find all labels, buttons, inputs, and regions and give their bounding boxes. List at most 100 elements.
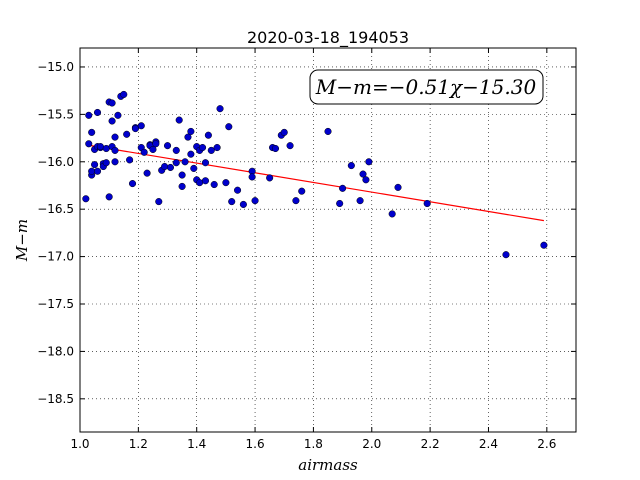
x-tick-label: 2.2 bbox=[421, 437, 440, 451]
annotation-box bbox=[309, 69, 544, 105]
data-point bbox=[198, 144, 207, 152]
data-point bbox=[187, 150, 195, 158]
data-point bbox=[204, 131, 212, 139]
x-tick-label: 1.4 bbox=[187, 437, 206, 451]
x-tick-label: 1.2 bbox=[129, 437, 148, 451]
data-point bbox=[502, 251, 510, 259]
data-point bbox=[85, 140, 93, 148]
x-tick-label: 2.4 bbox=[479, 437, 498, 451]
data-point bbox=[93, 167, 102, 175]
data-point bbox=[111, 158, 119, 166]
plot-frame bbox=[79, 47, 577, 433]
data-point bbox=[234, 186, 242, 194]
data-point bbox=[210, 180, 218, 189]
data-point bbox=[356, 197, 364, 205]
y-tick-label: −15.0 bbox=[37, 60, 74, 74]
data-point bbox=[175, 116, 183, 124]
data-point bbox=[190, 164, 198, 172]
y-tick-label: −16.5 bbox=[37, 202, 74, 216]
data-point bbox=[149, 145, 157, 154]
data-point bbox=[184, 133, 192, 141]
data-point bbox=[93, 108, 102, 117]
data-point bbox=[266, 174, 274, 182]
data-point bbox=[280, 128, 288, 136]
data-point bbox=[178, 171, 186, 179]
data-point bbox=[163, 142, 172, 150]
data-point bbox=[102, 159, 110, 167]
data-point bbox=[126, 156, 134, 164]
data-point bbox=[140, 148, 148, 156]
data-point bbox=[114, 111, 122, 119]
data-point bbox=[181, 158, 189, 166]
data-point bbox=[172, 159, 180, 167]
data-point bbox=[394, 183, 402, 191]
data-point bbox=[152, 140, 160, 148]
data-point bbox=[207, 146, 215, 154]
data-point bbox=[339, 184, 347, 192]
data-point bbox=[298, 187, 306, 195]
data-point bbox=[222, 179, 230, 187]
data-point bbox=[111, 146, 119, 154]
data-point bbox=[540, 241, 548, 249]
data-point bbox=[123, 130, 131, 138]
data-point bbox=[155, 198, 163, 206]
data-point bbox=[120, 90, 128, 99]
y-tick-label: −17.5 bbox=[37, 297, 74, 311]
data-point bbox=[239, 200, 247, 208]
data-point bbox=[286, 142, 294, 150]
y-tick-label: −16.0 bbox=[37, 155, 74, 169]
data-point bbox=[336, 199, 344, 208]
x-tick-label: 2.0 bbox=[362, 437, 381, 451]
fit-line bbox=[85, 144, 545, 222]
data-point bbox=[248, 173, 256, 181]
data-point bbox=[201, 159, 210, 167]
data-point bbox=[201, 177, 210, 185]
fit-annotation-box: M−m=−0.51χ−15.30 bbox=[309, 69, 544, 105]
x-tick-label: 1.0 bbox=[70, 437, 89, 451]
data-point bbox=[161, 162, 169, 171]
data-point bbox=[108, 117, 116, 125]
y-tick-label: −18.0 bbox=[37, 344, 74, 358]
x-tick-label: 2.6 bbox=[537, 437, 556, 451]
data-point bbox=[85, 111, 93, 119]
data-point bbox=[82, 195, 90, 203]
data-point bbox=[111, 133, 119, 141]
fit-equation: M−m=−0.51χ−15.30 bbox=[315, 75, 537, 99]
data-point bbox=[137, 122, 145, 130]
grid bbox=[79, 48, 576, 432]
data-point bbox=[365, 158, 373, 166]
axis-ticks bbox=[79, 48, 576, 432]
data-points bbox=[82, 90, 548, 259]
data-point bbox=[388, 210, 396, 218]
data-point bbox=[362, 176, 370, 184]
fit-line-layer bbox=[85, 144, 545, 222]
data-point bbox=[225, 123, 233, 131]
x-tick-label: 1.8 bbox=[304, 437, 323, 451]
data-point bbox=[166, 163, 174, 172]
data-point bbox=[423, 199, 431, 208]
data-point bbox=[292, 197, 300, 205]
data-point bbox=[359, 170, 367, 178]
data-point bbox=[251, 197, 259, 205]
data-point bbox=[128, 180, 137, 188]
data-point bbox=[213, 144, 221, 152]
y-axis-label: M−m bbox=[13, 219, 31, 262]
data-point bbox=[347, 162, 355, 170]
data-point bbox=[178, 182, 186, 190]
data-point bbox=[216, 105, 224, 113]
y-tick-label: −18.5 bbox=[37, 392, 74, 406]
y-tick-label: −17.0 bbox=[37, 250, 74, 264]
data-point bbox=[88, 128, 96, 136]
data-point bbox=[271, 144, 280, 153]
y-tick-label: −15.5 bbox=[37, 107, 74, 121]
data-point bbox=[108, 99, 116, 107]
data-point bbox=[143, 169, 151, 177]
data-point bbox=[172, 146, 180, 154]
x-tick-label: 1.6 bbox=[246, 437, 265, 451]
x-axis-label: airmass bbox=[298, 456, 358, 474]
data-point bbox=[324, 127, 332, 135]
data-point bbox=[91, 161, 99, 169]
chart-title: 2020-03-18_194053 bbox=[247, 28, 409, 48]
data-point bbox=[131, 125, 139, 133]
